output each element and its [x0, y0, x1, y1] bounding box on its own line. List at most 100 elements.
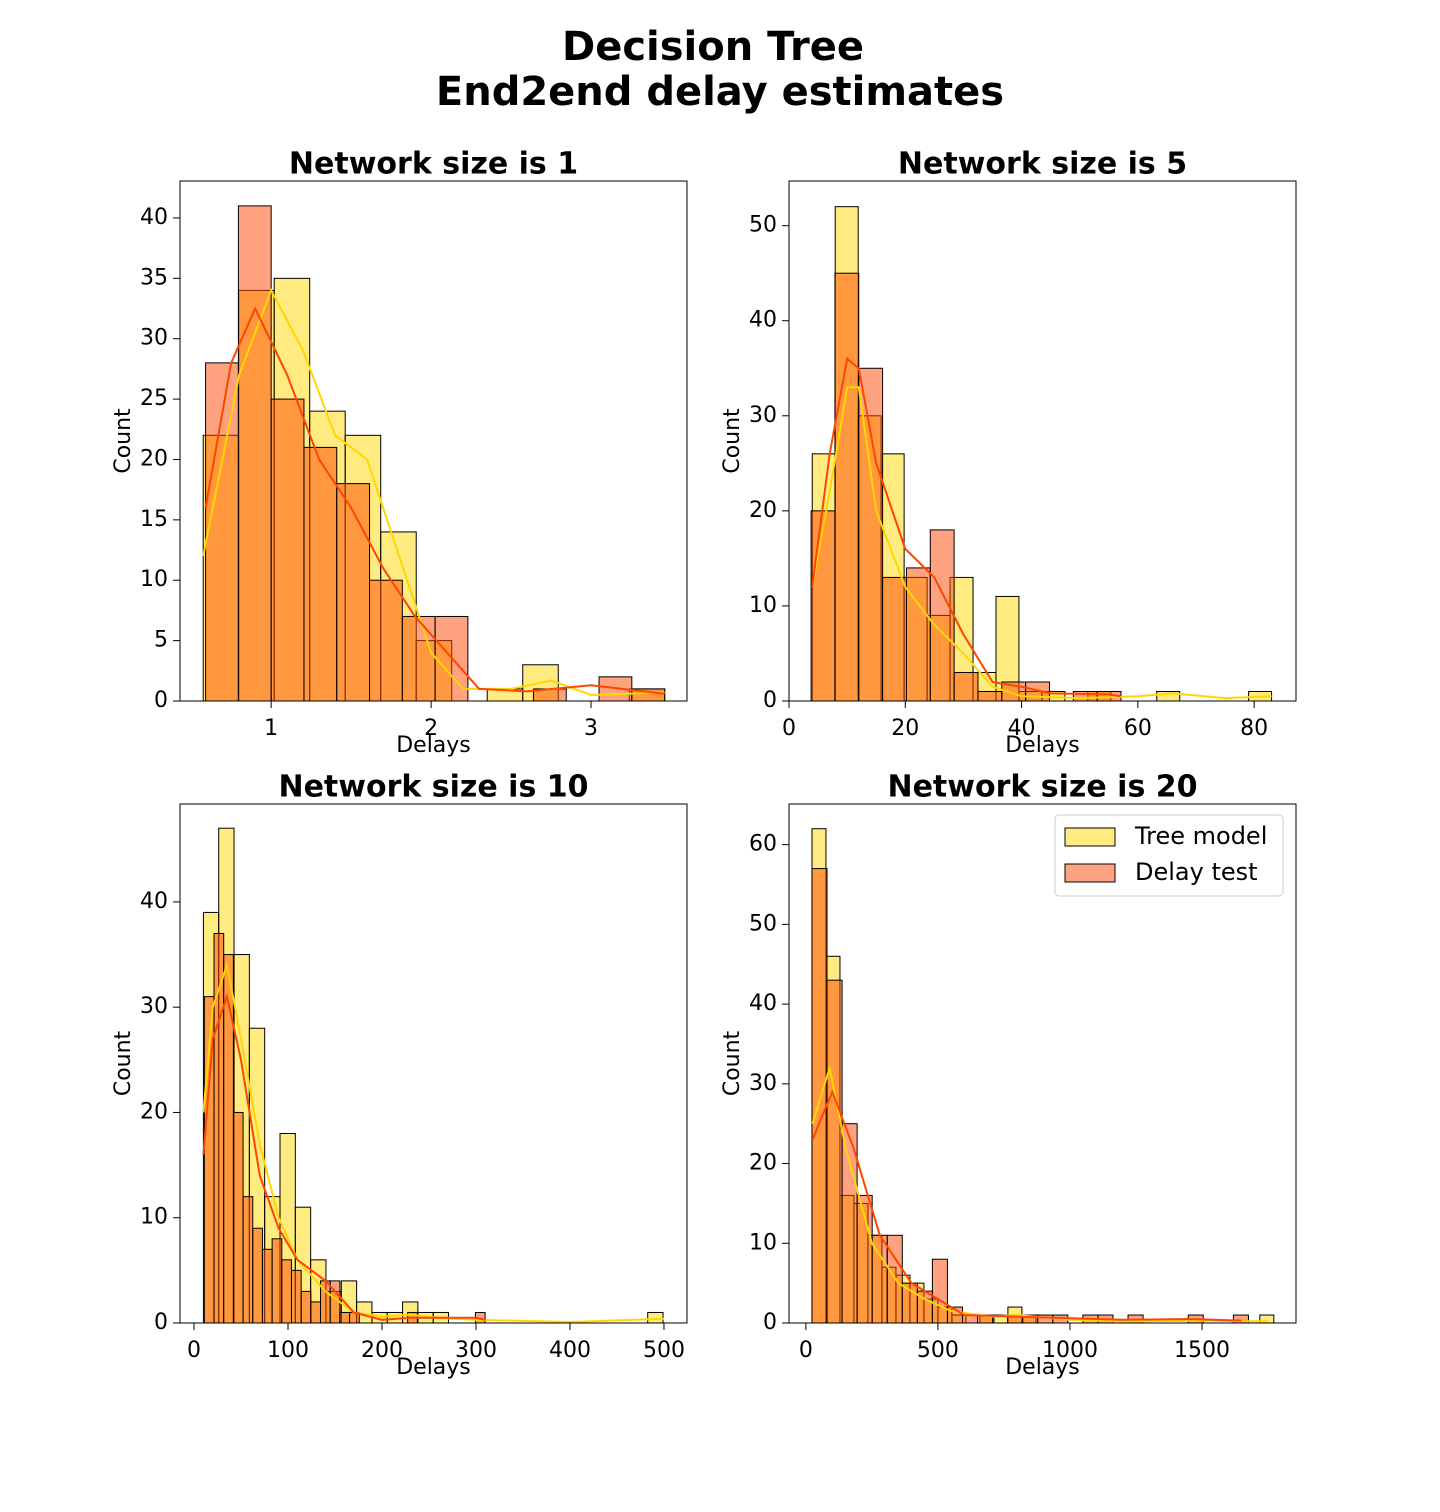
x-axis-label: Delays	[396, 733, 471, 758]
y-tick-label: 30	[749, 1071, 777, 1096]
y-tick-label: 20	[749, 498, 777, 523]
x-axis-label: Delays	[1005, 1355, 1080, 1380]
y-tick-label: 10	[749, 593, 777, 618]
x-tick-label: 400	[549, 1338, 591, 1363]
subplot-title: Network size is 20	[887, 770, 1197, 805]
y-tick-label: 30	[140, 326, 168, 351]
figure-subtitle: End2end delay estimates	[436, 69, 1004, 115]
histogram-bar	[929, 529, 955, 702]
x-tick-label: 1000	[1042, 1338, 1098, 1363]
y-tick-label: 40	[140, 205, 168, 230]
x-tick-label: 300	[455, 1338, 497, 1363]
kde-line	[202, 287, 665, 696]
y-axis-label: Count	[720, 408, 745, 474]
x-tick-label: 500	[917, 1338, 959, 1363]
histogram-bar	[882, 576, 907, 702]
histogram-bar	[336, 483, 371, 702]
subplot-title: Network size is 1	[289, 147, 578, 182]
kde-line	[811, 386, 1272, 700]
y-tick-label: 0	[763, 1310, 777, 1335]
x-tick-label: 100	[267, 1338, 309, 1363]
x-tick-label: 80	[1240, 716, 1268, 741]
histogram-bar	[339, 1311, 351, 1324]
y-tick-label: 0	[154, 688, 168, 713]
histogram-bar	[252, 1227, 263, 1324]
kde-line	[811, 1089, 1242, 1322]
y-tick-label: 0	[763, 688, 777, 713]
x-tick-label: 0	[799, 1338, 813, 1363]
histogram-bar	[834, 272, 860, 702]
kde-line	[811, 1067, 1269, 1323]
histogram-bar	[369, 579, 403, 702]
legend-label: Delay test	[1135, 858, 1258, 886]
y-axis-label: Count	[111, 1030, 136, 1096]
histogram-bar	[303, 446, 338, 702]
axes-frame	[179, 180, 688, 702]
histogram-bar	[953, 671, 979, 702]
y-tick-label: 10	[140, 1205, 168, 1230]
x-tick-label: 1	[264, 716, 278, 741]
kde-line	[202, 961, 665, 1323]
x-tick-label: 0	[782, 716, 796, 741]
y-tick-label: 40	[749, 308, 777, 333]
histogram-bar	[270, 398, 305, 702]
histogram-bar	[290, 1269, 302, 1324]
x-tick-label: 40	[1008, 716, 1036, 741]
histogram-bar	[647, 1311, 664, 1324]
histogram-bar	[401, 615, 436, 702]
histogram-bar	[905, 567, 931, 702]
histogram-bar	[826, 979, 843, 1324]
y-tick-label: 50	[749, 911, 777, 936]
y-tick-label: 20	[749, 1151, 777, 1176]
y-tick-label: 30	[140, 994, 168, 1019]
axes-frame	[788, 180, 1297, 702]
histogram-bar	[310, 1301, 322, 1324]
histogram-bar	[281, 1259, 292, 1324]
subplot-title: Network size is 5	[898, 147, 1187, 182]
subplot-title: Network size is 10	[278, 770, 588, 805]
y-tick-label: 40	[749, 991, 777, 1016]
histogram-bar	[300, 1290, 312, 1324]
x-tick-label: 3	[584, 716, 598, 741]
x-axis-label: Delays	[1005, 733, 1080, 758]
histogram-bar	[242, 1196, 254, 1324]
histogram-bar	[232, 1111, 244, 1324]
histogram-bar	[271, 1238, 283, 1324]
x-tick-label: 2	[424, 716, 438, 741]
y-tick-label: 50	[749, 213, 777, 238]
y-tick-label: 20	[140, 446, 168, 471]
x-tick-label: 1500	[1174, 1338, 1230, 1363]
kde-line	[204, 306, 665, 695]
histogram-bar	[237, 205, 272, 702]
y-tick-label: 35	[140, 265, 168, 290]
axes-frame	[788, 803, 1297, 1324]
x-axis-label: Delays	[396, 1355, 471, 1380]
y-axis-label: Count	[111, 408, 136, 474]
axes-frame	[179, 803, 688, 1324]
y-tick-label: 25	[140, 386, 168, 411]
histogram-bar	[261, 1248, 273, 1324]
y-tick-label: 10	[749, 1230, 777, 1255]
x-tick-label: 20	[891, 716, 919, 741]
x-tick-label: 500	[643, 1338, 685, 1363]
y-tick-label: 10	[140, 567, 168, 592]
kde-line	[202, 992, 486, 1321]
y-tick-label: 20	[140, 1099, 168, 1124]
histogram-bar	[977, 690, 1003, 702]
y-tick-label: 5	[154, 628, 168, 653]
y-axis-label: Count	[720, 1030, 745, 1096]
histogram-bar	[223, 954, 234, 1324]
histogram-bar	[810, 510, 836, 702]
legend-swatch	[1064, 863, 1116, 883]
histogram-bar	[931, 1258, 948, 1324]
kde-line	[811, 356, 1121, 698]
x-tick-label: 0	[187, 1338, 201, 1363]
legend-label: Tree model	[1134, 822, 1267, 850]
y-tick-label: 0	[154, 1310, 168, 1335]
legend-swatch	[1064, 827, 1116, 847]
x-tick-label: 200	[361, 1338, 403, 1363]
x-tick-label: 60	[1124, 716, 1152, 741]
y-tick-label: 40	[140, 889, 168, 914]
